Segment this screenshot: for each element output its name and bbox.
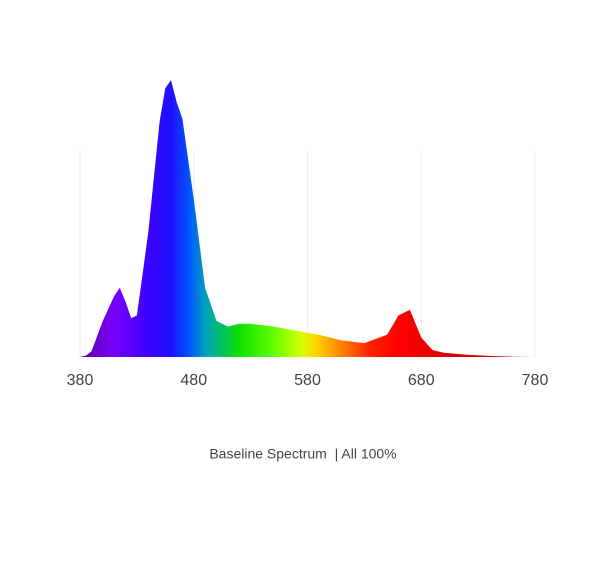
- x-tick-label: 780: [522, 372, 549, 389]
- chart-caption: Baseline Spectrum | All 100%: [209, 446, 396, 462]
- spectrum-area: [80, 80, 535, 357]
- x-tick-label: 680: [408, 372, 435, 389]
- x-tick-label: 480: [180, 372, 207, 389]
- x-tick-label: 580: [294, 372, 321, 389]
- x-tick-label: 380: [67, 372, 94, 389]
